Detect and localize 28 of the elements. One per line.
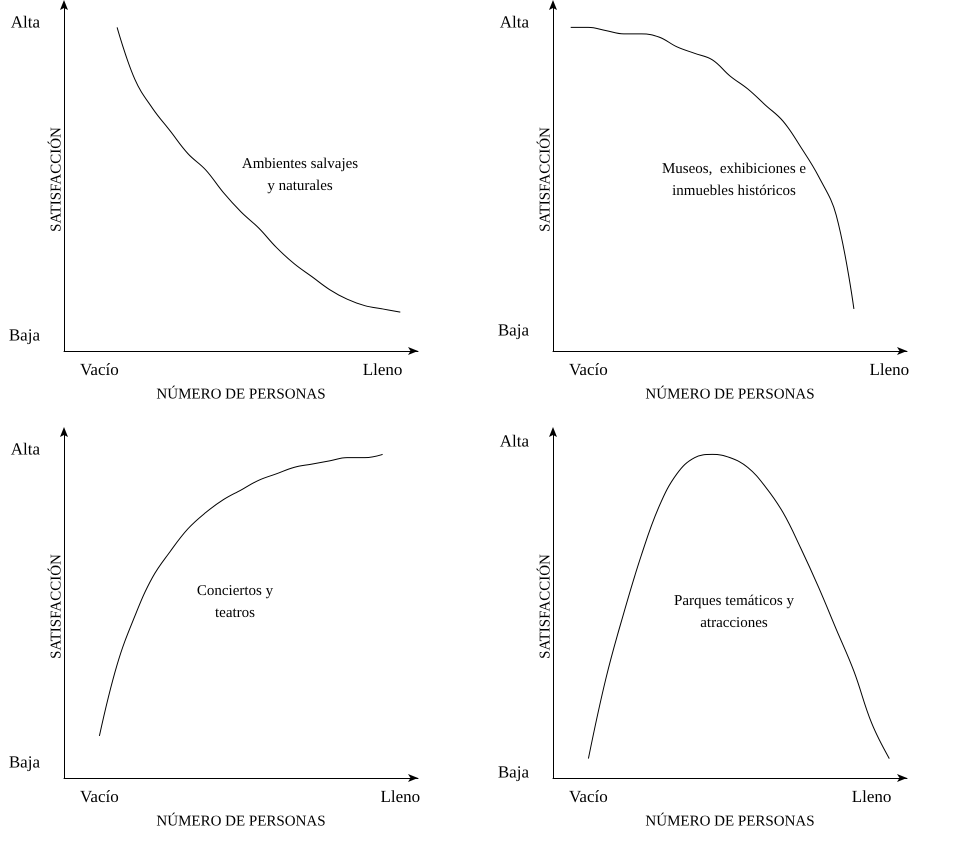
y-axis-title: SATISFACCIÓN — [48, 126, 64, 232]
y-axis-title: SATISFACCIÓN — [48, 554, 64, 659]
text: Baja — [498, 762, 530, 782]
x-tick-label: Vacío — [569, 360, 608, 379]
text: Alta — [500, 12, 530, 32]
x-axis-title: NÚMERO DE PERSONAS — [156, 812, 326, 830]
x-tick-label: Vacío — [80, 787, 119, 806]
text: Baja — [498, 320, 530, 340]
x-tick-label: Lleno — [380, 787, 420, 806]
x-axis-title: NÚMERO DE PERSONAS — [645, 386, 815, 402]
x-tick-label: Lleno — [362, 360, 402, 379]
x-axis-title: NÚMERO DE PERSONAS — [645, 812, 815, 830]
annotation: Conciertos y teatros — [196, 583, 274, 621]
text: Baja — [8, 326, 40, 344]
text: Alta — [10, 440, 40, 458]
text: Alta — [500, 432, 530, 450]
x-tick-label: Lleno — [869, 360, 910, 379]
annotation: Parques temáticos y atracciones — [674, 593, 794, 631]
text: Alta — [10, 12, 40, 32]
text: Baja — [8, 752, 40, 772]
x-tick-label: Vacío — [80, 360, 119, 379]
annotation: Ambientes salvajes y naturales — [242, 156, 358, 194]
x-tick-label: Lleno — [852, 787, 892, 806]
annotation: Museos, exhibiciones e inmuebles históricos — [662, 161, 806, 199]
x-axis-title: NÚMERO DE PERSONAS — [156, 386, 326, 402]
y-axis-title: SATISFACCIÓN — [536, 126, 554, 232]
y-axis-title: SATISFACCIÓN — [536, 554, 554, 659]
x-tick-label: Vacío — [569, 787, 608, 806]
